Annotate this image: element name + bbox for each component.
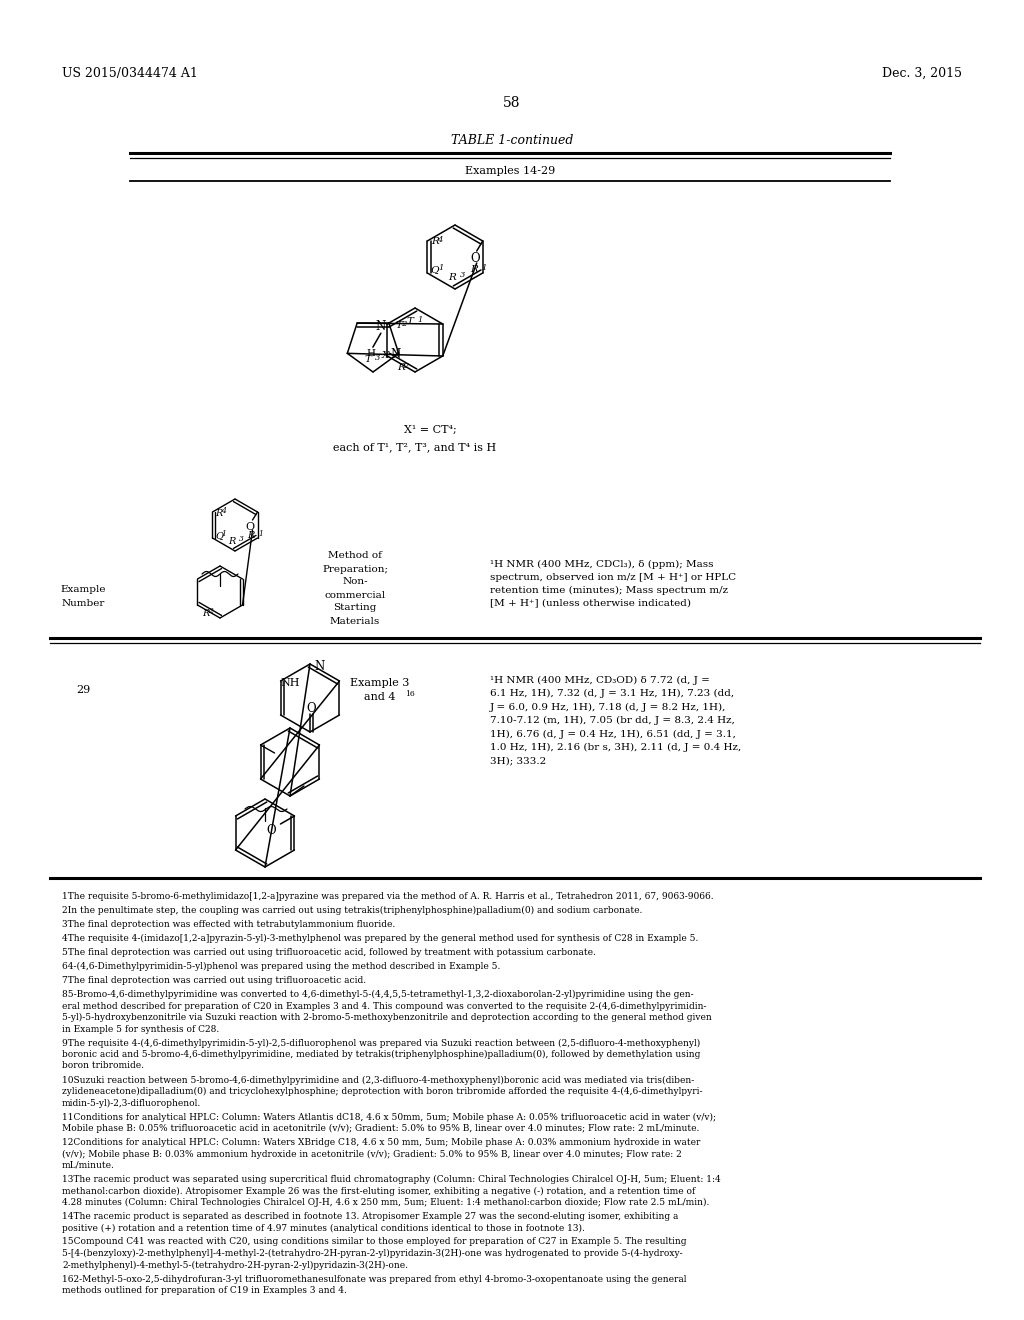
Text: 3The final deprotection was effected with tetrabutylammonium fluoride.: 3The final deprotection was effected wit… bbox=[62, 920, 395, 929]
Text: US 2015/0344474 A1: US 2015/0344474 A1 bbox=[62, 66, 198, 79]
Text: N: N bbox=[314, 660, 326, 672]
Text: 10Suzuki reaction between 5-bromo-4,6-dimethylpyrimidine and (2,3-difluoro-4-met: 10Suzuki reaction between 5-bromo-4,6-di… bbox=[62, 1076, 694, 1085]
Text: R: R bbox=[397, 363, 406, 372]
Text: 2: 2 bbox=[401, 319, 407, 327]
Text: Q: Q bbox=[430, 265, 439, 275]
Text: Example: Example bbox=[60, 586, 105, 594]
Text: R: R bbox=[470, 265, 478, 275]
Text: 14The racemic product is separated as described in footnote 13. Atropisomer Exam: 14The racemic product is separated as de… bbox=[62, 1212, 678, 1221]
Text: 4.28 minutes (Column: Chiral Technologies Chiralcel OJ-H, 4.6 x 250 mm, 5um; Elu: 4.28 minutes (Column: Chiral Technologie… bbox=[62, 1199, 710, 1206]
Text: 11Conditions for analytical HPLC: Column: Waters Atlantis dC18, 4.6 x 50mm, 5um;: 11Conditions for analytical HPLC: Column… bbox=[62, 1113, 716, 1122]
Text: 29: 29 bbox=[76, 685, 90, 696]
Text: 3: 3 bbox=[375, 354, 380, 362]
Text: 3H); 333.2: 3H); 333.2 bbox=[490, 756, 546, 766]
Text: 15Compound C41 was reacted with C20, using conditions similar to those employed : 15Compound C41 was reacted with C20, usi… bbox=[62, 1238, 686, 1246]
Text: 3: 3 bbox=[239, 535, 244, 543]
Text: 2In the penultimate step, the coupling was carried out using tetrakis(triphenylp: 2In the penultimate step, the coupling w… bbox=[62, 906, 642, 915]
Text: Examples 14-29: Examples 14-29 bbox=[465, 166, 555, 176]
Text: ¹H NMR (400 MHz, CDCl₃), δ (ppm); Mass: ¹H NMR (400 MHz, CDCl₃), δ (ppm); Mass bbox=[490, 560, 714, 569]
Text: 4: 4 bbox=[221, 507, 226, 515]
Text: 6.1 Hz, 1H), 7.32 (d, J = 3.1 Hz, 1H), 7.23 (dd,: 6.1 Hz, 1H), 7.32 (d, J = 3.1 Hz, 1H), 7… bbox=[490, 689, 734, 698]
Text: X: X bbox=[381, 351, 389, 360]
Text: and 4: and 4 bbox=[365, 692, 395, 702]
Text: 16: 16 bbox=[406, 690, 415, 698]
Text: 1: 1 bbox=[394, 350, 400, 358]
Text: O: O bbox=[245, 521, 254, 532]
Text: spectrum, observed ion m/z [M + H⁺] or HPLC: spectrum, observed ion m/z [M + H⁺] or H… bbox=[490, 573, 736, 582]
Text: H: H bbox=[367, 348, 376, 358]
Text: O: O bbox=[267, 824, 276, 837]
Text: N: N bbox=[390, 347, 400, 360]
Text: 13The racemic product was separated using supercritical fluid chromatography (Co: 13The racemic product was separated usin… bbox=[62, 1175, 721, 1184]
Text: in Example 5 for synthesis of C28.: in Example 5 for synthesis of C28. bbox=[62, 1024, 219, 1034]
Text: X¹ = CT⁴;: X¹ = CT⁴; bbox=[403, 425, 457, 436]
Text: 5-yl)-5-hydroxybenzonitrile via Suzuki reaction with 2-bromo-5-methoxybenzonitri: 5-yl)-5-hydroxybenzonitrile via Suzuki r… bbox=[62, 1012, 712, 1022]
Text: R: R bbox=[215, 508, 223, 517]
Text: O: O bbox=[306, 701, 315, 714]
Text: 1.0 Hz, 1H), 2.16 (br s, 3H), 2.11 (d, J = 0.4 Hz,: 1.0 Hz, 1H), 2.16 (br s, 3H), 2.11 (d, J… bbox=[490, 743, 741, 752]
Text: 7The final deprotection was carried out using trifluoroacetic acid.: 7The final deprotection was carried out … bbox=[62, 975, 367, 985]
Text: 64-(4,6-Dimethylpyrimidin-5-yl)phenol was prepared using the method described in: 64-(4,6-Dimethylpyrimidin-5-yl)phenol wa… bbox=[62, 962, 501, 972]
Text: 1: 1 bbox=[417, 315, 422, 323]
Text: 85-Bromo-4,6-dimethylpyrimidine was converted to 4,6-dimethyl-5-(4,4,5,5-tetrame: 85-Bromo-4,6-dimethylpyrimidine was conv… bbox=[62, 990, 693, 999]
Text: 5The final deprotection was carried out using trifluoroacetic acid, followed by : 5The final deprotection was carried out … bbox=[62, 948, 596, 957]
Text: R: R bbox=[247, 532, 255, 540]
Text: 1: 1 bbox=[221, 531, 226, 539]
Text: 1: 1 bbox=[481, 264, 487, 272]
Text: retention time (minutes); Mass spectrum m/z: retention time (minutes); Mass spectrum … bbox=[490, 586, 728, 594]
Text: R: R bbox=[203, 609, 210, 618]
Text: 162-Methyl-5-oxo-2,5-dihydrofuran-3-yl trifluoromethanesulfonate was prepared fr: 162-Methyl-5-oxo-2,5-dihydrofuran-3-yl t… bbox=[62, 1275, 686, 1283]
Text: ¹H NMR (400 MHz, CD₃OD) δ 7.72 (d, J =: ¹H NMR (400 MHz, CD₃OD) δ 7.72 (d, J = bbox=[490, 676, 710, 685]
Text: commercial: commercial bbox=[325, 590, 386, 599]
Text: N: N bbox=[376, 319, 386, 333]
Text: [M + H⁺] (unless otherwise indicated): [M + H⁺] (unless otherwise indicated) bbox=[490, 598, 691, 607]
Text: T: T bbox=[407, 318, 413, 326]
Text: boron tribromide.: boron tribromide. bbox=[62, 1061, 144, 1071]
Text: R: R bbox=[228, 536, 236, 545]
Text: Materials: Materials bbox=[330, 616, 380, 626]
Text: Mobile phase B: 0.05% trifluoroacetic acid in acetonitrile (v/v); Gradient: 5.0%: Mobile phase B: 0.05% trifluoroacetic ac… bbox=[62, 1125, 699, 1133]
Text: boronic acid and 5-bromo-4,6-dimethylpyrimidine, mediated by tetrakis(triphenylp: boronic acid and 5-bromo-4,6-dimethylpyr… bbox=[62, 1049, 700, 1059]
Text: mL/minute.: mL/minute. bbox=[62, 1162, 115, 1170]
Text: Number: Number bbox=[61, 599, 104, 609]
Text: 3: 3 bbox=[460, 271, 465, 279]
Text: methanol:carbon dioxide). Atropisomer Example 26 was the first-eluting isomer, e: methanol:carbon dioxide). Atropisomer Ex… bbox=[62, 1187, 695, 1196]
Text: midin-5-yl)-2,3-difluorophenol.: midin-5-yl)-2,3-difluorophenol. bbox=[62, 1098, 202, 1107]
Text: methods outlined for preparation of C19 in Examples 3 and 4.: methods outlined for preparation of C19 … bbox=[62, 1286, 347, 1295]
Text: 1H), 6.76 (d, J = 0.4 Hz, 1H), 6.51 (dd, J = 3.1,: 1H), 6.76 (d, J = 0.4 Hz, 1H), 6.51 (dd,… bbox=[490, 730, 736, 739]
Text: 7.10-7.12 (m, 1H), 7.05 (br dd, J = 8.3, 2.4 Hz,: 7.10-7.12 (m, 1H), 7.05 (br dd, J = 8.3,… bbox=[490, 715, 735, 725]
Text: Example 3: Example 3 bbox=[350, 678, 410, 688]
Text: TABLE 1-continued: TABLE 1-continued bbox=[451, 135, 573, 148]
Text: Q: Q bbox=[215, 532, 223, 540]
Text: eral method described for preparation of C20 in Examples 3 and 4. This compound : eral method described for preparation of… bbox=[62, 1002, 707, 1011]
Text: 58: 58 bbox=[503, 96, 521, 110]
Text: 1The requisite 5-bromo-6-methylimidazo[1,2-a]pyrazine was prepared via the metho: 1The requisite 5-bromo-6-methylimidazo[1… bbox=[62, 892, 714, 902]
Text: 2-methylphenyl)-4-methyl-5-(tetrahydro-2H-pyran-2-yl)pyridazin-3(2H)-one.: 2-methylphenyl)-4-methyl-5-(tetrahydro-2… bbox=[62, 1261, 408, 1270]
Text: Non-: Non- bbox=[342, 578, 368, 586]
Text: 5-[4-(benzyloxy)-2-methylphenyl]-4-methyl-2-(tetrahydro-2H-pyran-2-yl)pyridazin-: 5-[4-(benzyloxy)-2-methylphenyl]-4-methy… bbox=[62, 1249, 683, 1258]
Text: R: R bbox=[431, 238, 439, 247]
Text: positive (+) rotation and a retention time of 4.97 minutes (analytical condition: positive (+) rotation and a retention ti… bbox=[62, 1224, 585, 1233]
Text: T: T bbox=[365, 355, 371, 364]
Text: Preparation;: Preparation; bbox=[322, 565, 388, 573]
Text: 1: 1 bbox=[438, 264, 443, 272]
Text: each of T¹, T², T³, and T⁴ is H: each of T¹, T², T³, and T⁴ is H bbox=[334, 442, 497, 451]
Text: 2: 2 bbox=[209, 607, 213, 615]
Text: T: T bbox=[395, 322, 402, 330]
Text: (v/v); Mobile phase B: 0.03% ammonium hydroxide in acetonitrile (v/v); Gradient:: (v/v); Mobile phase B: 0.03% ammonium hy… bbox=[62, 1150, 682, 1159]
Text: Dec. 3, 2015: Dec. 3, 2015 bbox=[882, 66, 962, 79]
Text: O: O bbox=[470, 252, 479, 265]
Text: Starting: Starting bbox=[334, 603, 377, 612]
Text: zylideneacetone)dipalladium(0) and tricyclohexylphosphine; deprotection with bor: zylideneacetone)dipalladium(0) and tricy… bbox=[62, 1086, 702, 1096]
Text: 4The requisite 4-(imidazo[1,2-a]pyrazin-5-yl)-3-methylphenol was prepared by the: 4The requisite 4-(imidazo[1,2-a]pyrazin-… bbox=[62, 935, 698, 942]
Text: 2: 2 bbox=[403, 362, 409, 370]
Text: NH: NH bbox=[281, 678, 300, 688]
Text: 12Conditions for analytical HPLC: Column: Waters XBridge C18, 4.6 x 50 mm, 5um; : 12Conditions for analytical HPLC: Column… bbox=[62, 1138, 700, 1147]
Text: 1: 1 bbox=[258, 531, 263, 539]
Text: 9The requisite 4-(4,6-dimethylpyrimidin-5-yl)-2,5-difluorophenol was prepared vi: 9The requisite 4-(4,6-dimethylpyrimidin-… bbox=[62, 1039, 700, 1048]
Text: J = 6.0, 0.9 Hz, 1H), 7.18 (d, J = 8.2 Hz, 1H),: J = 6.0, 0.9 Hz, 1H), 7.18 (d, J = 8.2 H… bbox=[490, 702, 726, 711]
Text: R: R bbox=[449, 272, 456, 281]
Text: 4: 4 bbox=[437, 236, 442, 244]
Text: Method of: Method of bbox=[328, 552, 382, 561]
